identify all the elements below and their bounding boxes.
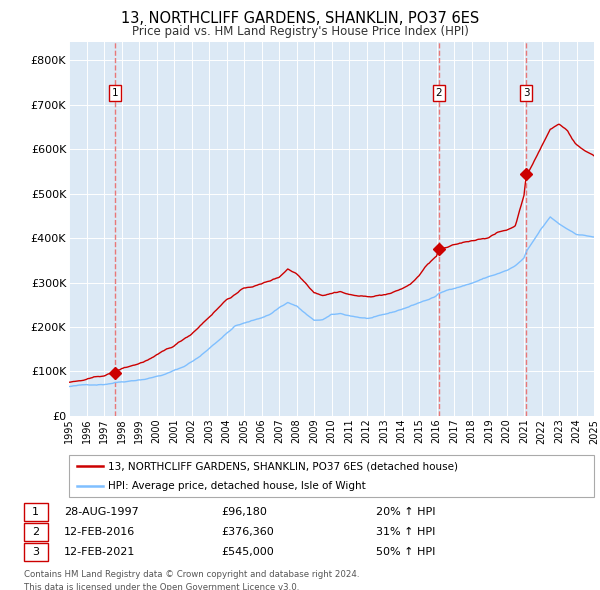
Text: HPI: Average price, detached house, Isle of Wight: HPI: Average price, detached house, Isle… bbox=[109, 481, 366, 491]
Text: 20% ↑ HPI: 20% ↑ HPI bbox=[376, 507, 436, 517]
Text: 50% ↑ HPI: 50% ↑ HPI bbox=[376, 547, 436, 557]
Text: Price paid vs. HM Land Registry's House Price Index (HPI): Price paid vs. HM Land Registry's House … bbox=[131, 25, 469, 38]
Text: 2: 2 bbox=[435, 88, 442, 98]
Text: £376,360: £376,360 bbox=[221, 527, 274, 537]
Text: 3: 3 bbox=[32, 547, 39, 557]
Text: 28-AUG-1997: 28-AUG-1997 bbox=[64, 507, 139, 517]
Text: 13, NORTHCLIFF GARDENS, SHANKLIN, PO37 6ES (detached house): 13, NORTHCLIFF GARDENS, SHANKLIN, PO37 6… bbox=[109, 461, 458, 471]
Text: 13, NORTHCLIFF GARDENS, SHANKLIN, PO37 6ES: 13, NORTHCLIFF GARDENS, SHANKLIN, PO37 6… bbox=[121, 11, 479, 25]
Text: £545,000: £545,000 bbox=[221, 547, 274, 557]
Bar bbox=[23, 503, 47, 520]
Bar bbox=[23, 543, 47, 561]
Text: 12-FEB-2016: 12-FEB-2016 bbox=[64, 527, 135, 537]
Text: 1: 1 bbox=[112, 88, 119, 98]
Text: 2: 2 bbox=[32, 527, 39, 537]
Text: £96,180: £96,180 bbox=[221, 507, 267, 517]
Text: 1: 1 bbox=[32, 507, 39, 517]
Text: This data is licensed under the Open Government Licence v3.0.: This data is licensed under the Open Gov… bbox=[23, 582, 299, 590]
Text: 12-FEB-2021: 12-FEB-2021 bbox=[64, 547, 135, 557]
Text: Contains HM Land Registry data © Crown copyright and database right 2024.: Contains HM Land Registry data © Crown c… bbox=[23, 570, 359, 579]
Text: 3: 3 bbox=[523, 88, 529, 98]
Text: 31% ↑ HPI: 31% ↑ HPI bbox=[376, 527, 436, 537]
Bar bbox=[23, 523, 47, 540]
